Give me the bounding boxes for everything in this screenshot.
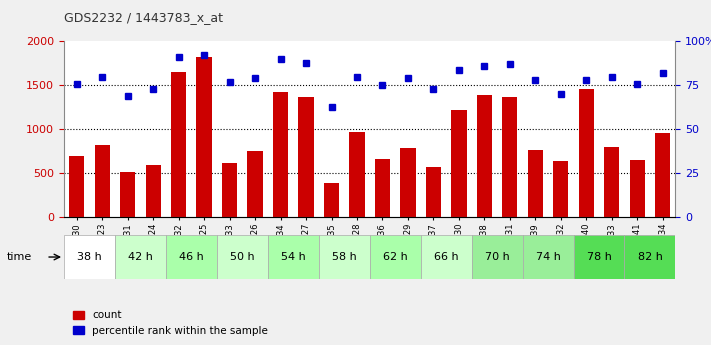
- Text: 74 h: 74 h: [535, 252, 560, 262]
- Bar: [222, 163, 237, 217]
- Bar: [624, 235, 675, 279]
- Bar: [574, 235, 624, 279]
- Bar: [95, 145, 109, 217]
- Bar: [451, 110, 466, 217]
- Text: 82 h: 82 h: [638, 252, 663, 262]
- Bar: [528, 150, 543, 217]
- Bar: [324, 183, 339, 217]
- Text: 58 h: 58 h: [332, 252, 357, 262]
- Bar: [247, 151, 262, 217]
- Bar: [476, 95, 492, 217]
- Bar: [146, 165, 161, 217]
- Bar: [421, 235, 471, 279]
- Bar: [604, 147, 619, 217]
- Bar: [426, 167, 441, 217]
- Bar: [370, 235, 421, 279]
- Text: 78 h: 78 h: [587, 252, 611, 262]
- Bar: [319, 235, 370, 279]
- Bar: [268, 235, 319, 279]
- Text: 66 h: 66 h: [434, 252, 459, 262]
- Text: 46 h: 46 h: [179, 252, 204, 262]
- Bar: [629, 160, 645, 217]
- Bar: [217, 235, 268, 279]
- Bar: [299, 97, 314, 217]
- Bar: [523, 235, 574, 279]
- Bar: [375, 159, 390, 217]
- Text: 70 h: 70 h: [485, 252, 510, 262]
- Bar: [553, 161, 569, 217]
- Bar: [69, 156, 85, 217]
- Legend: count, percentile rank within the sample: count, percentile rank within the sample: [69, 306, 272, 340]
- Bar: [400, 148, 415, 217]
- Bar: [120, 172, 135, 217]
- Bar: [171, 72, 186, 217]
- Text: 54 h: 54 h: [281, 252, 306, 262]
- Text: time: time: [7, 252, 33, 262]
- Text: GDS2232 / 1443783_x_at: GDS2232 / 1443783_x_at: [64, 11, 223, 24]
- Bar: [64, 235, 115, 279]
- Text: 38 h: 38 h: [77, 252, 102, 262]
- Text: 62 h: 62 h: [383, 252, 407, 262]
- Bar: [349, 131, 365, 217]
- Text: 50 h: 50 h: [230, 252, 255, 262]
- Bar: [196, 57, 212, 217]
- Bar: [115, 235, 166, 279]
- Bar: [502, 97, 518, 217]
- Bar: [655, 133, 670, 217]
- Text: 42 h: 42 h: [128, 252, 153, 262]
- Bar: [579, 89, 594, 217]
- Bar: [471, 235, 523, 279]
- Bar: [166, 235, 217, 279]
- Bar: [273, 92, 288, 217]
